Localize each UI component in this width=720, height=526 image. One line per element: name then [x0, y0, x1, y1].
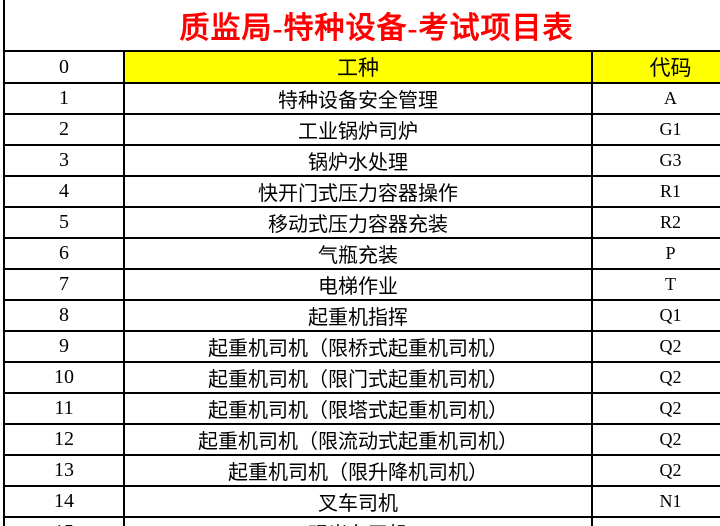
page-title: 质监局-特种设备-考试项目表: [2, 0, 720, 52]
code-cell: R1: [590, 175, 720, 208]
code-cell: N2: [590, 516, 720, 526]
row-index-cell: 13: [3, 454, 125, 487]
code-cell: Q1: [590, 299, 720, 332]
row-index-cell: 4: [3, 175, 125, 208]
code-cell: Q2: [590, 454, 720, 487]
row-index-cell: 7: [3, 268, 125, 301]
row-index-cell: 10: [3, 361, 125, 394]
code-cell: T: [590, 268, 720, 301]
job-name-cell: 工种: [123, 50, 593, 84]
row-index-cell: 2: [3, 113, 125, 146]
table-row: 15观光车司机N2: [3, 516, 720, 526]
row-index-cell: 9: [3, 330, 125, 363]
table-row: 14 叉车司机 N1: [3, 485, 720, 518]
code-cell: Q2: [590, 392, 720, 425]
table-row: 10 起重机司机（限门式起重机司机） Q2: [3, 361, 720, 394]
code-cell: R2: [590, 206, 720, 239]
header-row: 0 工种 代码: [3, 50, 720, 84]
job-name-cell: 起重机指挥: [123, 299, 593, 332]
job-name-cell: 特种设备安全管理: [123, 82, 593, 115]
job-name-cell: 工业锅炉司炉: [123, 113, 593, 146]
row-index-cell: 3: [3, 144, 125, 177]
job-name-cell: 快开门式压力容器操作: [123, 175, 593, 208]
table-body: 0 工种 代码 1 特种设备安全管理 A 2 工业锅炉司炉 G1 3 锅炉水处理 G3 4 快开门式压力容…: [3, 50, 720, 526]
code-cell: N1: [590, 485, 720, 518]
table-row: 2 工业锅炉司炉 G1: [3, 113, 720, 146]
table-row: 8 起重机指挥 Q1: [3, 299, 720, 332]
job-name-cell: 移动式压力容器充装: [123, 206, 593, 239]
row-index-cell: 11: [3, 392, 125, 425]
table-row: 12 起重机司机（限流动式起重机司机） Q2: [3, 423, 720, 456]
row-index-cell: 0: [3, 50, 125, 84]
row-index-cell: 1: [3, 82, 125, 115]
table-row: 4 快开门式压力容器操作 R1: [3, 175, 720, 208]
job-name-cell: 锅炉水处理: [123, 144, 593, 177]
table-row: 1 特种设备安全管理 A: [3, 82, 720, 115]
title-row: 质监局-特种设备-考试项目表: [2, 0, 720, 52]
job-name-cell: 起重机司机（限塔式起重机司机）: [123, 392, 593, 425]
table-row: 7 电梯作业 T: [3, 268, 720, 301]
code-cell: Q2: [590, 361, 720, 394]
code-cell: Q2: [590, 330, 720, 363]
row-index-cell: 15: [3, 516, 125, 526]
code-cell: Q2: [590, 423, 720, 456]
row-index-cell: 6: [3, 237, 125, 270]
code-cell: G1: [590, 113, 720, 146]
row-index-cell: 14: [3, 485, 125, 518]
job-name-cell: 叉车司机: [123, 485, 593, 518]
job-name-cell: 起重机司机（限流动式起重机司机）: [123, 423, 593, 456]
row-index-cell: 12: [3, 423, 125, 456]
code-cell: A: [590, 82, 720, 115]
job-name-cell: 起重机司机（限升降机司机）: [123, 454, 593, 487]
table-row: 9 起重机司机（限桥式起重机司机） Q2: [3, 330, 720, 363]
table-row: 11 起重机司机（限塔式起重机司机） Q2: [3, 392, 720, 425]
table-row: 5 移动式压力容器充装 R2: [3, 206, 720, 239]
job-name-cell: 起重机司机（限门式起重机司机）: [123, 361, 593, 394]
job-name-cell: 电梯作业: [123, 268, 593, 301]
table-row: 6 气瓶充装 P: [3, 237, 720, 270]
row-index-cell: 5: [3, 206, 125, 239]
table-row: 3 锅炉水处理 G3: [3, 144, 720, 177]
table-row: 13 起重机司机（限升降机司机） Q2: [3, 454, 720, 487]
code-cell: P: [590, 237, 720, 270]
row-index-cell: 8: [3, 299, 125, 332]
job-name-cell: 气瓶充装: [123, 237, 593, 270]
job-name-cell: 观光车司机: [123, 516, 593, 526]
code-cell: 代码: [590, 50, 720, 84]
job-name-cell: 起重机司机（限桥式起重机司机）: [123, 330, 593, 363]
code-cell: G3: [590, 144, 720, 177]
